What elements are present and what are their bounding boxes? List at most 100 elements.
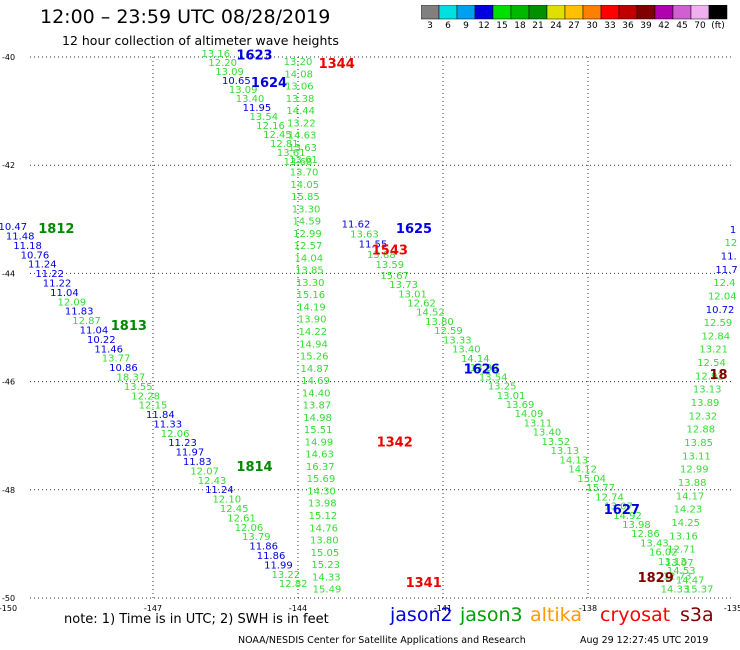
wave-height-value: 13.55 — [124, 382, 153, 393]
pass-number-label: 18 — [709, 368, 727, 383]
pass-number-label: 1814 — [236, 460, 272, 475]
wave-height-value: 11.22 — [35, 269, 64, 280]
wave-height-value: 14.69 — [301, 376, 330, 387]
color-scale-label: 45 — [676, 21, 688, 31]
lon-tick-label: -147 — [144, 604, 162, 613]
wave-height-value: 14.25 — [671, 518, 700, 529]
pass-number-label: 1626 — [464, 362, 500, 377]
legend-item-altika: altika — [530, 604, 582, 626]
wave-height-value: 12.61 — [227, 513, 256, 524]
wave-height-value: 10.72 — [706, 305, 735, 316]
wave-height-value: 12.45 — [220, 504, 249, 515]
wave-height-value: 12.54 — [697, 358, 726, 369]
lon-tick-label: -144 — [289, 604, 307, 613]
wave-height-value: 13.16 — [202, 49, 231, 60]
wave-height-value: 13.85 — [684, 438, 713, 449]
wave-height-value: 13.40 — [236, 94, 265, 105]
wave-height-value: 10.47 — [0, 222, 27, 233]
wave-height-value: 13.22 — [287, 118, 316, 129]
wave-height-value: 13.52 — [542, 437, 571, 448]
pass-number-label: 1813 — [111, 319, 147, 334]
wave-height-value: 14.76 — [309, 523, 338, 534]
wave-height-value: 12.04 — [708, 291, 737, 302]
wave-height-value: 15.69 — [307, 474, 336, 485]
wave-height-value: 15.51 — [304, 425, 333, 436]
wave-height-value: 15.23 — [311, 560, 340, 571]
lat-tick-label: -44 — [2, 269, 15, 278]
wave-height-value: 14.53 — [667, 566, 696, 577]
wave-height-value: 13.54 — [249, 112, 278, 123]
wave-height-value: 13.77 — [102, 354, 131, 365]
wave-height-value: 12.82 — [279, 579, 308, 590]
color-scale-label: 18 — [514, 21, 526, 31]
wave-height-value: 11.95 — [243, 103, 272, 114]
wave-height-value: 15.85 — [291, 192, 320, 203]
color-scale-label: 6 — [445, 21, 451, 31]
wave-height-value: 14.17 — [676, 491, 705, 502]
lon-tick-label: -141 — [434, 604, 452, 613]
wave-height-value: 13.13 — [658, 557, 687, 568]
wave-height-value: 12.74 — [595, 492, 624, 503]
wave-height-value: 12.28 — [131, 391, 160, 402]
wave-height-value: 14.44 — [286, 106, 315, 117]
wave-height-value: 13.38 — [286, 94, 315, 105]
wave-height-value: 13.06 — [285, 82, 314, 93]
wave-height-value: 13.13 — [551, 446, 580, 457]
wave-height-value: 13.11 — [682, 451, 711, 462]
wave-height-value: 12.81 — [270, 139, 299, 150]
wave-height-value: 13.20 — [284, 57, 313, 68]
wave-height-value: 11.04 — [80, 325, 109, 336]
legend-item-cryosat: cryosat — [600, 604, 671, 626]
wave-height-value: 12.99 — [680, 465, 709, 476]
wave-height-value: 13.63 — [350, 230, 379, 241]
wave-height-value: 11.33 — [153, 419, 182, 430]
color-scale-label: 3 — [427, 21, 433, 31]
wave-height-value: 11.99 — [264, 560, 293, 571]
wave-height-value: 12.86 — [631, 529, 660, 540]
pass-number-label: 1341 — [406, 576, 442, 591]
wave-height-value: 11.23 — [168, 438, 197, 449]
legend-item-jason2: jason2 — [390, 604, 453, 626]
wave-height-value: 12.99 — [293, 229, 322, 240]
wave-height-value: 10.86 — [109, 363, 138, 374]
wave-height-value: 14.52 — [416, 308, 445, 319]
color-scale-label: 30 — [586, 21, 598, 31]
wave-height-value: 11.46 — [94, 344, 123, 355]
wave-height-value: 12.06 — [235, 523, 264, 534]
lat-tick-label: -46 — [2, 378, 15, 387]
color-scale-label: 15 — [496, 21, 508, 31]
wave-height-value: 14.40 — [302, 388, 331, 399]
wave-height-value: 15.16 — [296, 290, 325, 301]
wave-height-value: 14.63 — [288, 131, 317, 142]
wave-height-value: 14.59 — [292, 217, 321, 228]
wave-height-value: 12.07 — [190, 466, 219, 477]
lat-tick-label: -42 — [2, 161, 15, 170]
timestamp-text: Aug 29 12:27:45 UTC 2019 — [580, 635, 709, 646]
pass-number-label: 1627 — [604, 503, 640, 518]
wave-height-value: 14.87 — [301, 364, 330, 375]
legend-item-jason3: jason3 — [460, 604, 523, 626]
wave-height-value: 13.61 — [277, 148, 306, 159]
pass-number-label: 1342 — [377, 436, 413, 451]
wave-height-value: 11.97 — [176, 448, 205, 459]
wave-height-value: 10.22 — [87, 335, 116, 346]
wave-height-value: 11.86 — [249, 542, 278, 553]
wave-height-value: 12.87 — [72, 316, 101, 327]
color-scale-label: 9 — [463, 21, 469, 31]
wave-height-value: 12.15 — [139, 401, 168, 412]
wave-height-value: 16.02 — [649, 548, 678, 559]
wave-height-value: 11.55 — [359, 240, 388, 251]
wave-height-value: 11.18 — [13, 241, 42, 252]
wave-height-value: 13.01 — [497, 391, 526, 402]
wave-height-value: 14.63 — [305, 450, 334, 461]
wave-height-value: 10.65 — [222, 76, 251, 87]
color-scale-label: 24 — [550, 21, 562, 31]
pass-number-label: 1625 — [396, 222, 432, 237]
wave-height-value: 13.73 — [389, 280, 418, 291]
color-scale-label: 42 — [658, 21, 670, 31]
wave-height-value: 16.37 — [306, 462, 335, 473]
wave-height-value: 12.71 — [667, 545, 696, 556]
wave-height-value: 13.70 — [290, 168, 319, 179]
wave-height-value: 14.99 — [305, 437, 334, 448]
wave-height-value: 12.73 — [663, 571, 692, 582]
